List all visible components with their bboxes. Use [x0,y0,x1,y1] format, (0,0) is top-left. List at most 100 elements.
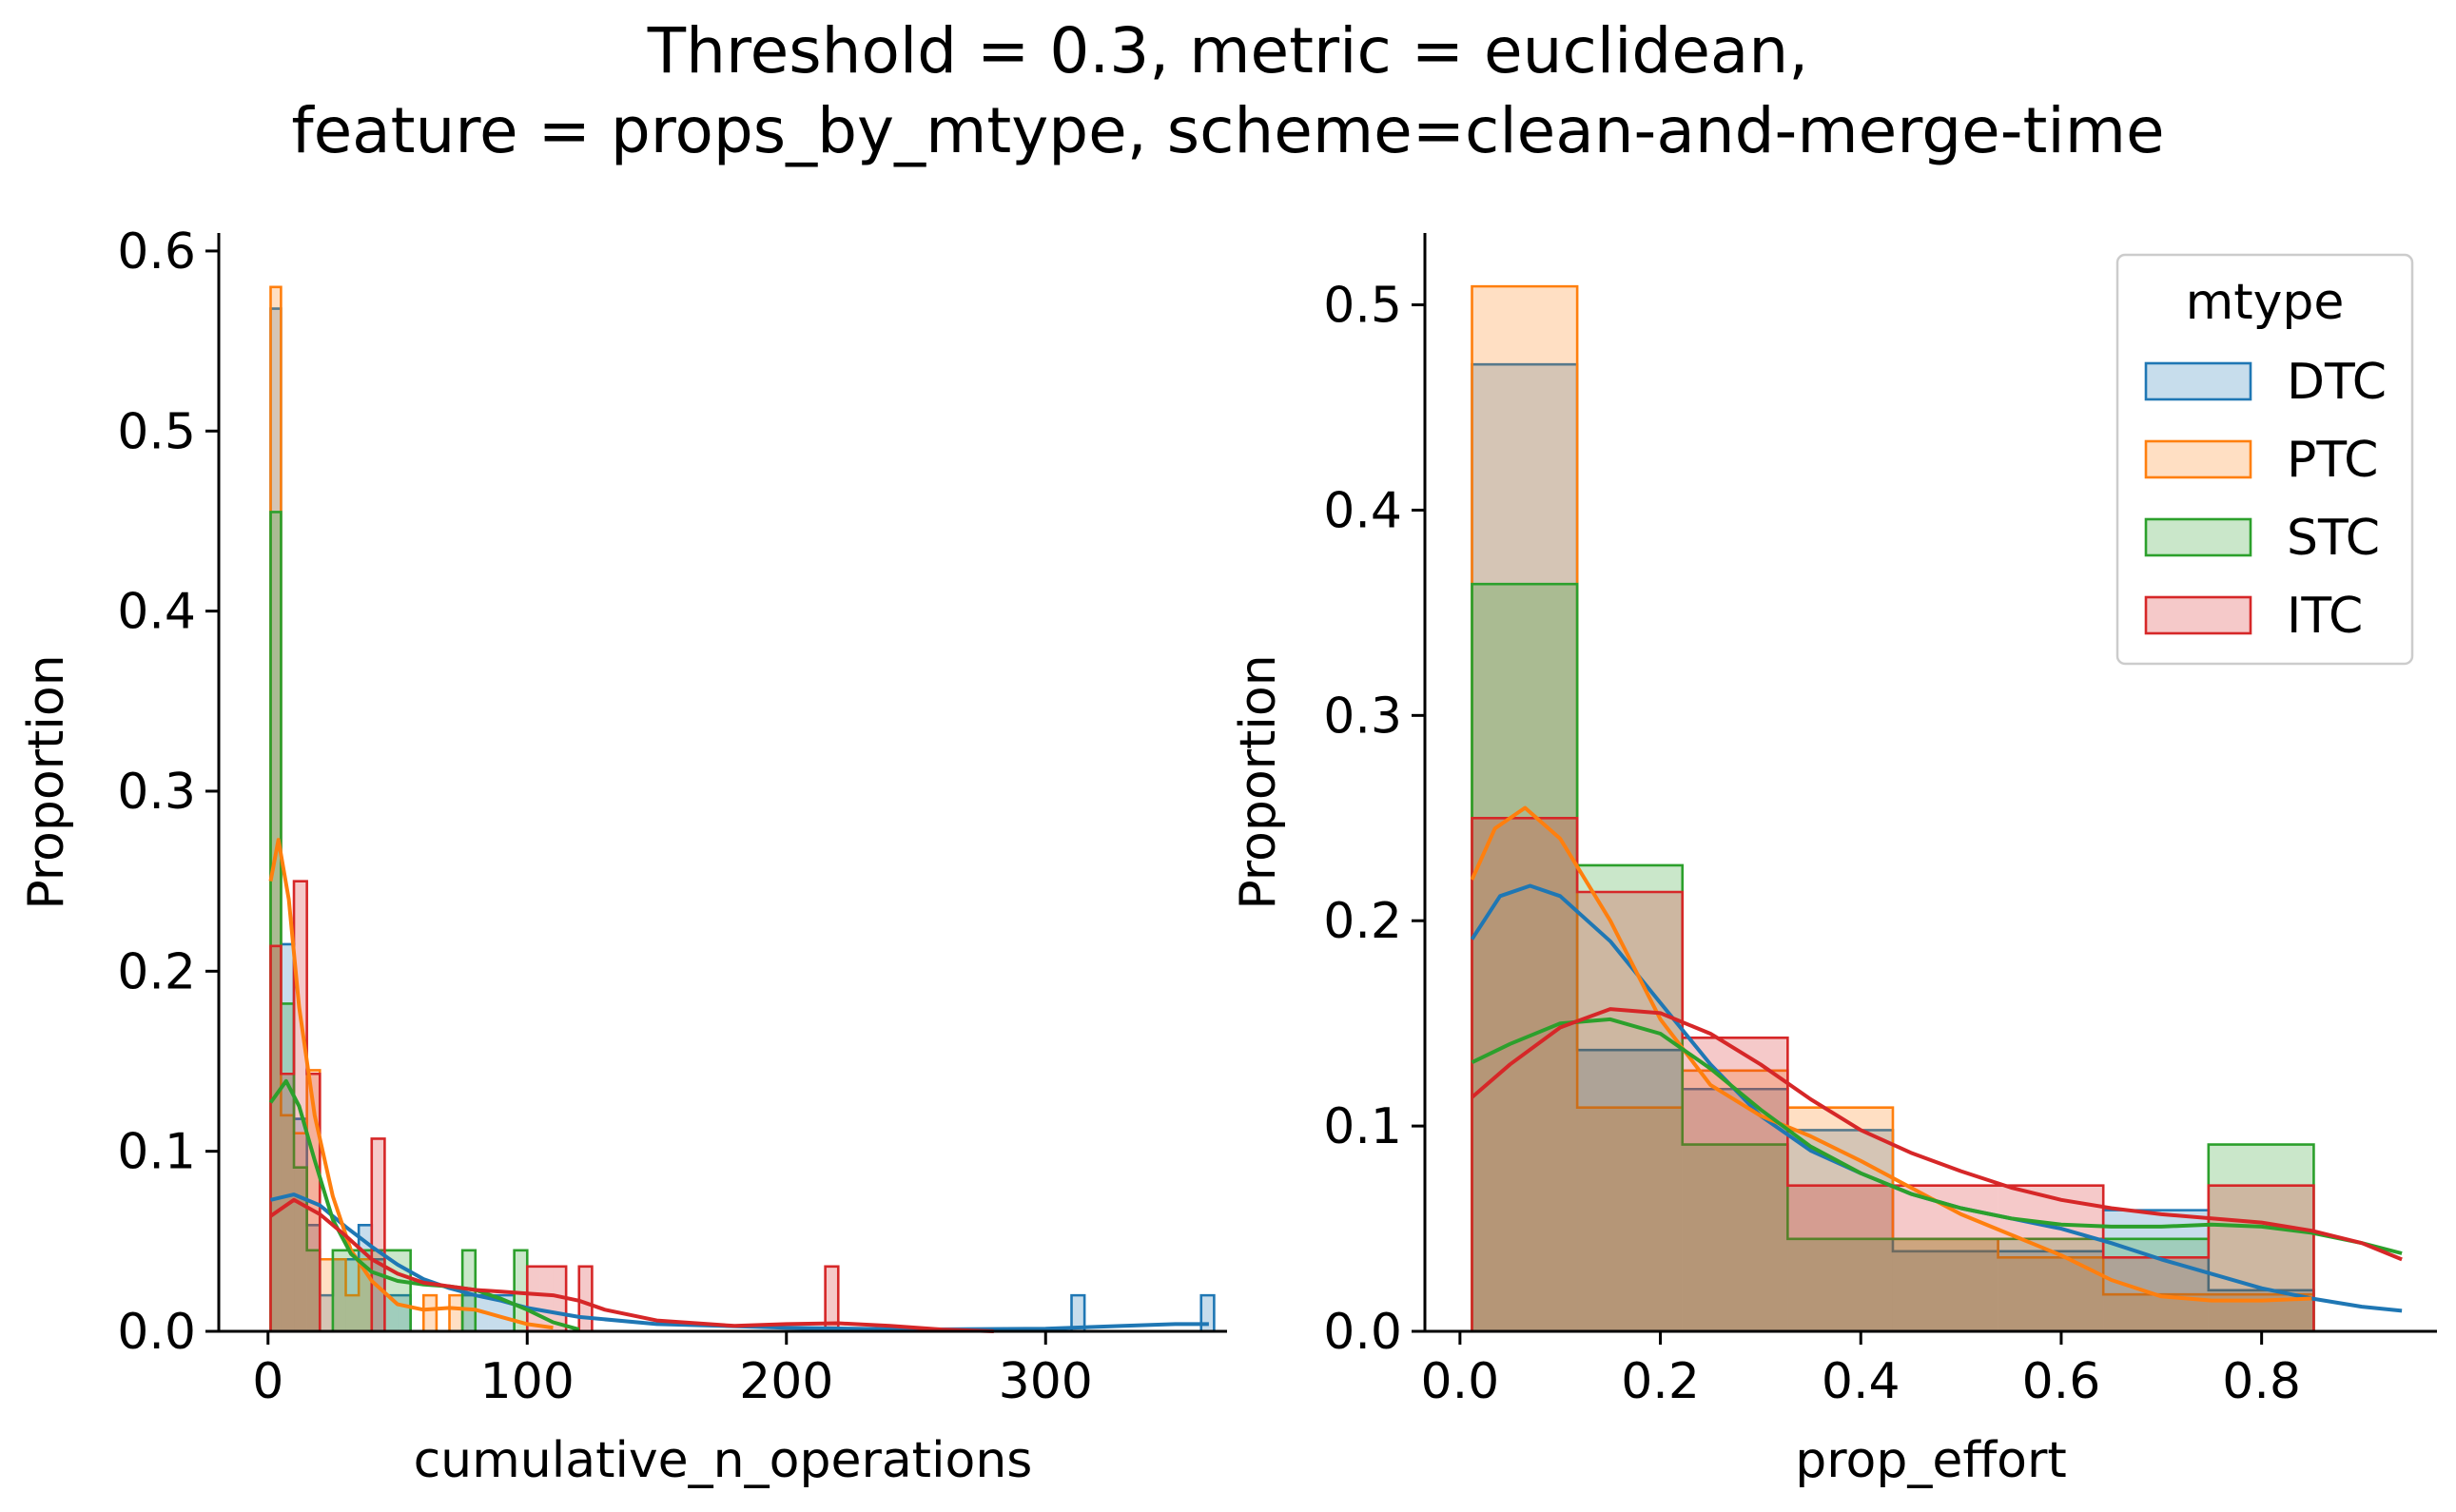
legend-label-stc: STC [2287,510,2380,567]
histogram-bar-stc [371,1250,385,1331]
histogram-bar-stc [1472,584,1578,1331]
x-tick-label: 0.0 [1421,1353,1500,1410]
histogram-bar-stc [2103,1238,2209,1331]
x-tick-label: 0.6 [2022,1353,2101,1410]
histogram-bar-stc [1892,1238,1998,1331]
histogram-bar-ptc [345,1295,360,1331]
histogram-bar-dtc [1682,1089,1788,1331]
histogram-bar-dtc [1472,364,1578,1331]
y-tick-label: 0.1 [1323,1098,1402,1155]
histogram-bar-dtc [384,1295,399,1331]
legend-label-dtc: DTC [2287,354,2387,411]
histogram-bar-stc [1998,1238,2104,1331]
y-tick-label: 0.1 [117,1124,196,1181]
kde-curve-stc [1471,1017,2403,1255]
histogram-bar-stc [1682,1144,1788,1331]
histogram-bar-dtc [462,1295,476,1331]
histogram-bar-dtc [306,1225,321,1331]
histogram-bar-ptc [1892,1238,1998,1331]
y-tick-label: 0.2 [117,943,196,1000]
legend-swatch-dtc [2144,361,2252,401]
y-tick-label: 0.0 [117,1304,196,1361]
histogram-bar-ptc [320,1259,333,1331]
x-tick-label: 0.2 [1621,1353,1700,1410]
histogram-bar-stc [294,1167,307,1331]
legend-frame [2115,253,2414,666]
histogram-bar-stc [398,1250,411,1331]
histogram-bar-itc [578,1266,593,1331]
histogram-bar-dtc [1892,1250,1998,1331]
left-panel: 0 100 200 300 0.0 0.1 0.2 0.3 0.4 0.5 0.6 cumulativ… [18,223,1227,1489]
kde-curve-stc [268,1078,580,1332]
histogram-bar-itc [2208,1185,2314,1331]
histogram-outline-itc [1471,816,2315,1331]
legend-label-ptc: PTC [2287,432,2378,489]
histogram-bar-itc [1682,1037,1788,1331]
histogram-bar-ptc [1577,1107,1683,1331]
histogram-bar-itc [270,945,282,1331]
histogram-bar-ptc [1682,1070,1788,1331]
legend-title: mtype [2186,274,2345,331]
histogram-bar-stc [1787,1238,1893,1331]
histogram-bar-dtc [2103,1210,2209,1331]
kde-curve-itc [1471,1007,2403,1262]
histogram-bar-itc [825,1266,839,1331]
histogram-bar-ptc [281,1115,295,1331]
histogram-bar-stc [270,512,282,1331]
histogram-bar-dtc [371,1259,385,1331]
histogram-bar-dtc [1998,1250,2104,1331]
histogram-bar-itc [527,1266,540,1331]
legend-label-itc: ITC [2287,588,2363,645]
histogram-bar-dtc [320,1295,333,1331]
y-tick-label: 0.5 [1323,278,1402,335]
histogram-bar-itc [1998,1185,2104,1331]
y-tick-label: 0.4 [117,584,196,641]
kde-curve-ptc [1470,805,2312,1303]
histogram-bar-itc [1787,1185,1893,1331]
y-tick-label: 0.6 [117,223,196,281]
histogram-bar-stc [1577,864,1683,1331]
histogram-bar-ptc [1998,1257,2104,1331]
x-axis-label: prop_effort [1795,1432,2066,1489]
legend-swatch-itc [2144,595,2252,635]
histogram-bar-dtc [294,1118,307,1331]
histogram-bar-dtc [1577,1050,1683,1331]
y-tick-label: 0.3 [1323,688,1402,745]
histogram-bar-stc [332,1250,346,1331]
y-tick-label: 0.4 [1323,482,1402,539]
histogram-bar-dtc [270,308,282,1331]
suptitle-line2: feature = props_by_mtype, scheme=clean-a… [291,94,2164,167]
histogram-bar-ptc [294,1133,307,1331]
histogram-bar-ptc [423,1295,437,1331]
histogram-bar-ptc [270,286,282,1332]
histogram-bar-stc [306,1250,321,1331]
legend: mtype DTC PTC STC ITC [2115,253,2414,666]
histogram-bar-stc [345,1250,360,1331]
histogram-bar-itc [1892,1185,1998,1331]
y-tick-label: 0.5 [117,403,196,460]
x-tick-label: 0 [252,1353,283,1410]
histogram-bar-ptc [449,1295,463,1331]
y-tick-label: 0.0 [1323,1304,1402,1361]
y-tick-label: 0.2 [1323,893,1402,950]
histogram-outline-stc [1471,582,2315,1331]
histogram-bar-itc [1472,818,1578,1331]
kde-curve-ptc [268,838,554,1330]
suptitle-line1: Threshold = 0.3, metric = euclidean, [647,14,1808,87]
x-axis-label: cumulative_n_operations [414,1432,1033,1489]
histogram-bar-dtc [332,1259,346,1331]
legend-swatch-stc [2144,517,2252,557]
histogram-bar-itc [539,1266,554,1331]
histogram-bar-stc [514,1250,528,1331]
x-tick-label: 100 [480,1353,575,1410]
legend-swatch-ptc [2144,439,2252,479]
histogram-bar-dtc [1071,1295,1085,1331]
right-panel: 0.0 0.2 0.4 0.6 0.8 0.0 0.1 0.2 0.3 0.4 0.5 prop_ef… [1230,233,2437,1489]
x-tick-label: 200 [739,1353,833,1410]
kde-curve-itc [269,1197,994,1333]
x-tick-label: 0.8 [2222,1353,2301,1410]
y-axis-label: Proportion [1230,654,1287,909]
histogram-bar-dtc [281,943,295,1331]
